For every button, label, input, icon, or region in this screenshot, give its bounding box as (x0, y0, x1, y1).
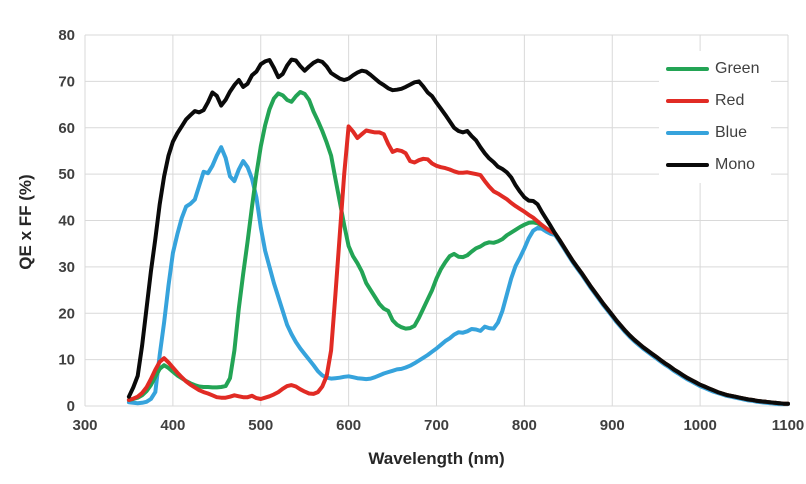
x-tick-label: 700 (424, 417, 449, 434)
y-tick-label: 30 (58, 259, 75, 276)
legend-item-red: Red (666, 85, 759, 117)
legend-swatch-mono-line-icon (666, 163, 709, 167)
y-tick-label: 40 (58, 213, 75, 230)
x-axis-title: Wavelength (nm) (368, 449, 505, 468)
legend: Green Red Blue Mono (659, 51, 772, 183)
y-tick-label: 50 (58, 166, 75, 183)
legend-label-blue: Blue (715, 124, 748, 141)
x-tick-label: 1000 (683, 417, 716, 434)
legend-item-green: Green (666, 53, 759, 85)
legend-label-mono: Mono (715, 156, 756, 173)
legend-label-green: Green (715, 60, 760, 77)
x-tick-label: 600 (336, 417, 361, 434)
y-axis-title: QE x FF (%) (16, 174, 35, 270)
series-line-blue (126, 145, 790, 407)
series-line-mono (126, 57, 790, 406)
y-tick-label: 80 (58, 27, 75, 44)
x-tick-label: 800 (512, 417, 537, 434)
y-tick-label: 60 (58, 120, 75, 137)
x-tick-label: 400 (160, 417, 185, 434)
legend-swatch-red-line-icon (666, 99, 709, 103)
x-tick-label: 500 (248, 417, 273, 434)
legend-item-mono: Mono (666, 149, 759, 181)
legend-swatch-blue-line-icon (666, 131, 709, 135)
y-tick-label: 70 (58, 73, 75, 90)
y-tick-label: 10 (58, 352, 75, 369)
legend-label-red: Red (715, 92, 745, 109)
x-tick-label: 300 (72, 417, 97, 434)
legend-swatch-green-line-icon (666, 67, 709, 71)
y-tick-label: 20 (58, 305, 75, 322)
x-tick-label: 900 (600, 417, 625, 434)
y-tick-label: 0 (67, 398, 75, 415)
x-tick-label: 1100 (772, 417, 805, 434)
legend-item-blue: Blue (666, 117, 759, 149)
